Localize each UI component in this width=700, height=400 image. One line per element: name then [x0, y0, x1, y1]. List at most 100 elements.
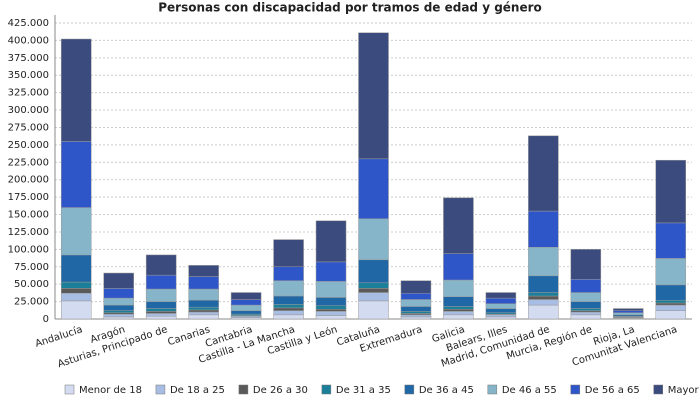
bar-segment	[103, 288, 134, 299]
bar-segment	[400, 306, 432, 312]
y-tick-label: 400.000	[8, 35, 49, 46]
bar-segment	[528, 135, 559, 212]
bar-segment	[358, 282, 389, 289]
bar-segment	[570, 301, 602, 309]
bar-segment	[273, 310, 304, 316]
bar-segment	[188, 288, 219, 301]
bar-segment	[145, 274, 177, 290]
bar-segment	[103, 297, 134, 306]
legend-swatch	[64, 384, 75, 395]
legend-swatch	[238, 384, 249, 395]
y-tick-label: 100.000	[8, 244, 49, 255]
bar-segment	[315, 297, 347, 307]
bar-segment	[315, 315, 347, 320]
y-tick-label: 150.000	[8, 210, 49, 221]
bar-segment	[400, 311, 432, 314]
bar-segment	[60, 281, 92, 289]
legend-swatch	[404, 384, 415, 395]
bar-segment	[315, 261, 347, 282]
y-tick-label: 350.000	[8, 70, 49, 81]
bar-segment	[570, 308, 602, 311]
legend-label: De 18 a 25	[170, 385, 225, 396]
legend-swatch	[653, 384, 663, 395]
bar-segment	[188, 306, 219, 311]
bar-segment	[315, 220, 347, 263]
bar-segment	[103, 313, 134, 318]
bar-segment	[273, 280, 304, 297]
bar-segment	[570, 279, 602, 293]
bar-segment	[655, 222, 687, 259]
bar-segment	[570, 311, 602, 316]
bar-segment	[485, 303, 517, 309]
bar-segment	[613, 312, 644, 316]
bar-segment	[443, 279, 474, 297]
bar-segment	[400, 292, 432, 300]
bar-segment	[358, 300, 389, 320]
bar-segment	[60, 207, 92, 256]
bar-segment	[315, 281, 347, 298]
bar-segment	[655, 284, 687, 301]
legend-swatch	[487, 384, 498, 395]
bar-segment	[188, 265, 219, 277]
bar-segment	[358, 32, 389, 160]
bar-segment	[60, 38, 92, 142]
x-tick-label: Canarias	[166, 324, 211, 348]
bar-segment	[188, 314, 219, 320]
bar-segment	[230, 292, 262, 300]
y-tick-label: 175.000	[8, 192, 49, 203]
bar-segment	[655, 304, 687, 311]
y-tick-label: 200.000	[8, 175, 49, 186]
legend-label: Mayor de 65	[668, 385, 700, 396]
bar-segment	[145, 288, 177, 302]
bar-segment	[60, 292, 92, 302]
y-tick-label: 325.000	[8, 88, 49, 99]
bar-segment	[443, 197, 474, 254]
bar-segment	[400, 314, 432, 318]
bar-segment	[655, 302, 687, 306]
bar-segment	[528, 210, 559, 248]
bar-segment	[103, 272, 134, 289]
bar-segment	[60, 300, 92, 320]
bar-segment	[103, 310, 134, 313]
legend-swatch	[321, 384, 332, 395]
y-tick-label: 375.000	[8, 53, 49, 64]
bar-segment	[485, 316, 517, 320]
bar-segment	[145, 315, 177, 320]
bar-segment	[145, 313, 177, 317]
bar-segment	[655, 299, 687, 304]
y-tick-label: 75.000	[14, 262, 49, 273]
bar-segment	[315, 305, 347, 310]
bar-segment	[528, 304, 559, 320]
y-tick-label: 0	[43, 314, 49, 325]
bar-segment	[358, 292, 389, 302]
chart-title: Personas con discapacidad por tramos de …	[158, 1, 542, 15]
bar-segment	[273, 239, 304, 268]
bar-segment	[570, 292, 602, 302]
bar-segment	[655, 159, 687, 224]
bar-segment	[528, 299, 559, 306]
bar-segment	[485, 292, 517, 299]
bar-segment	[655, 258, 687, 286]
legend-swatch	[570, 384, 581, 395]
bar-segment	[103, 304, 134, 311]
bar-segment	[358, 288, 389, 293]
y-tick-label: 300.000	[8, 105, 49, 116]
bar-segment	[60, 254, 92, 283]
bar-segment	[230, 310, 262, 315]
bar-segment	[400, 280, 432, 294]
bar-segment	[145, 301, 177, 309]
bar-segment	[655, 310, 687, 320]
x-tick-label: Andalucía	[34, 323, 84, 350]
y-tick-label: 225.000	[8, 157, 49, 168]
bar-segment	[528, 292, 559, 297]
legend-label: De 36 a 45	[419, 385, 474, 396]
bar-segment	[188, 311, 219, 316]
y-tick-label: 250.000	[8, 140, 49, 151]
bar-segment	[273, 307, 304, 311]
bar-segment	[443, 306, 474, 310]
bar-segment	[528, 247, 559, 277]
bar-segment	[188, 299, 219, 308]
bar-segment	[273, 314, 304, 320]
